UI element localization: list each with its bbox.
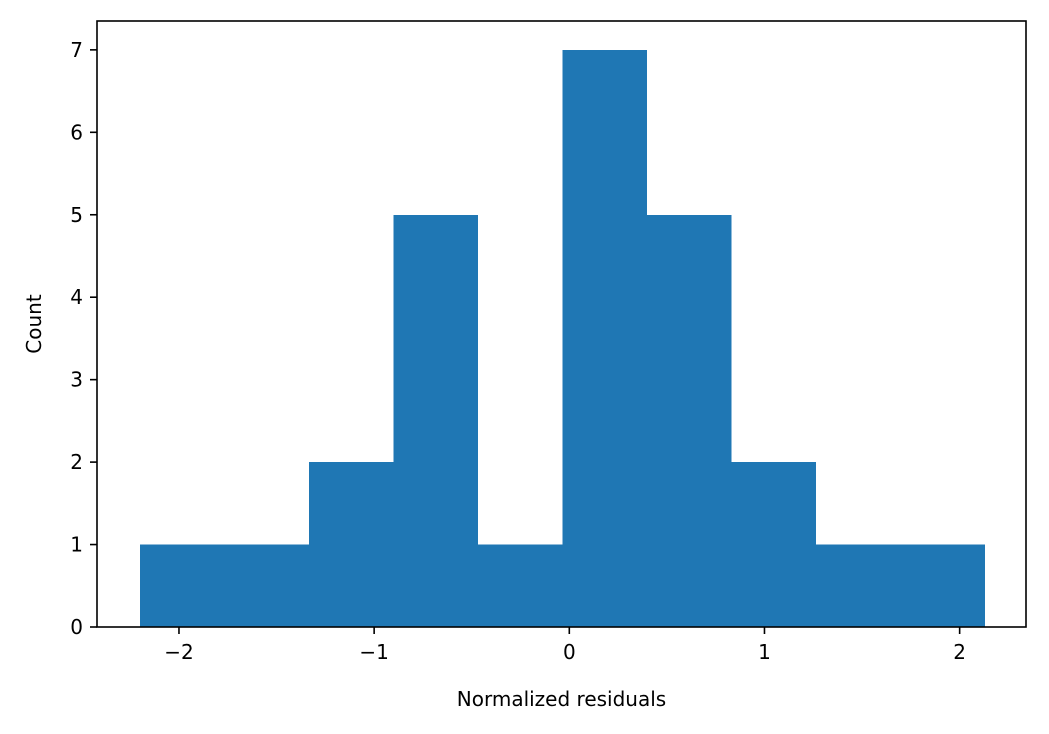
y-tick-label: 7	[70, 38, 83, 62]
histogram-bar	[900, 544, 986, 627]
x-axis-ticks: −2 −1 0 1 2	[164, 627, 966, 664]
histogram-bar	[646, 214, 732, 627]
y-tick-label: 4	[70, 285, 83, 309]
y-tick-label: 1	[70, 533, 83, 557]
x-tick-label: 0	[563, 640, 576, 664]
histogram-bar	[308, 462, 394, 627]
y-tick-label: 5	[70, 203, 83, 227]
histogram-bar	[477, 544, 563, 627]
histogram-bar	[224, 544, 309, 627]
y-tick-label: 0	[70, 615, 83, 639]
histogram-bar	[139, 544, 225, 627]
histogram-bars	[139, 49, 986, 628]
y-tick-label: 6	[70, 120, 83, 144]
plot-frame	[96, 20, 1027, 628]
x-axis-label: Normalized residuals	[457, 687, 666, 711]
y-tick-label: 2	[70, 450, 83, 474]
histogram-bar	[815, 544, 901, 627]
histogram-bar	[393, 214, 478, 627]
histogram-bar	[562, 49, 647, 628]
y-tick-label: 3	[70, 368, 83, 392]
x-tick-label: −2	[164, 640, 193, 664]
y-axis-label: Count	[22, 294, 46, 354]
x-tick-label: 1	[758, 640, 771, 664]
x-tick-label: −1	[359, 640, 388, 664]
y-axis-ticks: 0 1 2 3 4 5 6 7	[70, 38, 97, 639]
x-tick-label: 2	[953, 640, 966, 664]
histogram-bar	[731, 462, 816, 627]
